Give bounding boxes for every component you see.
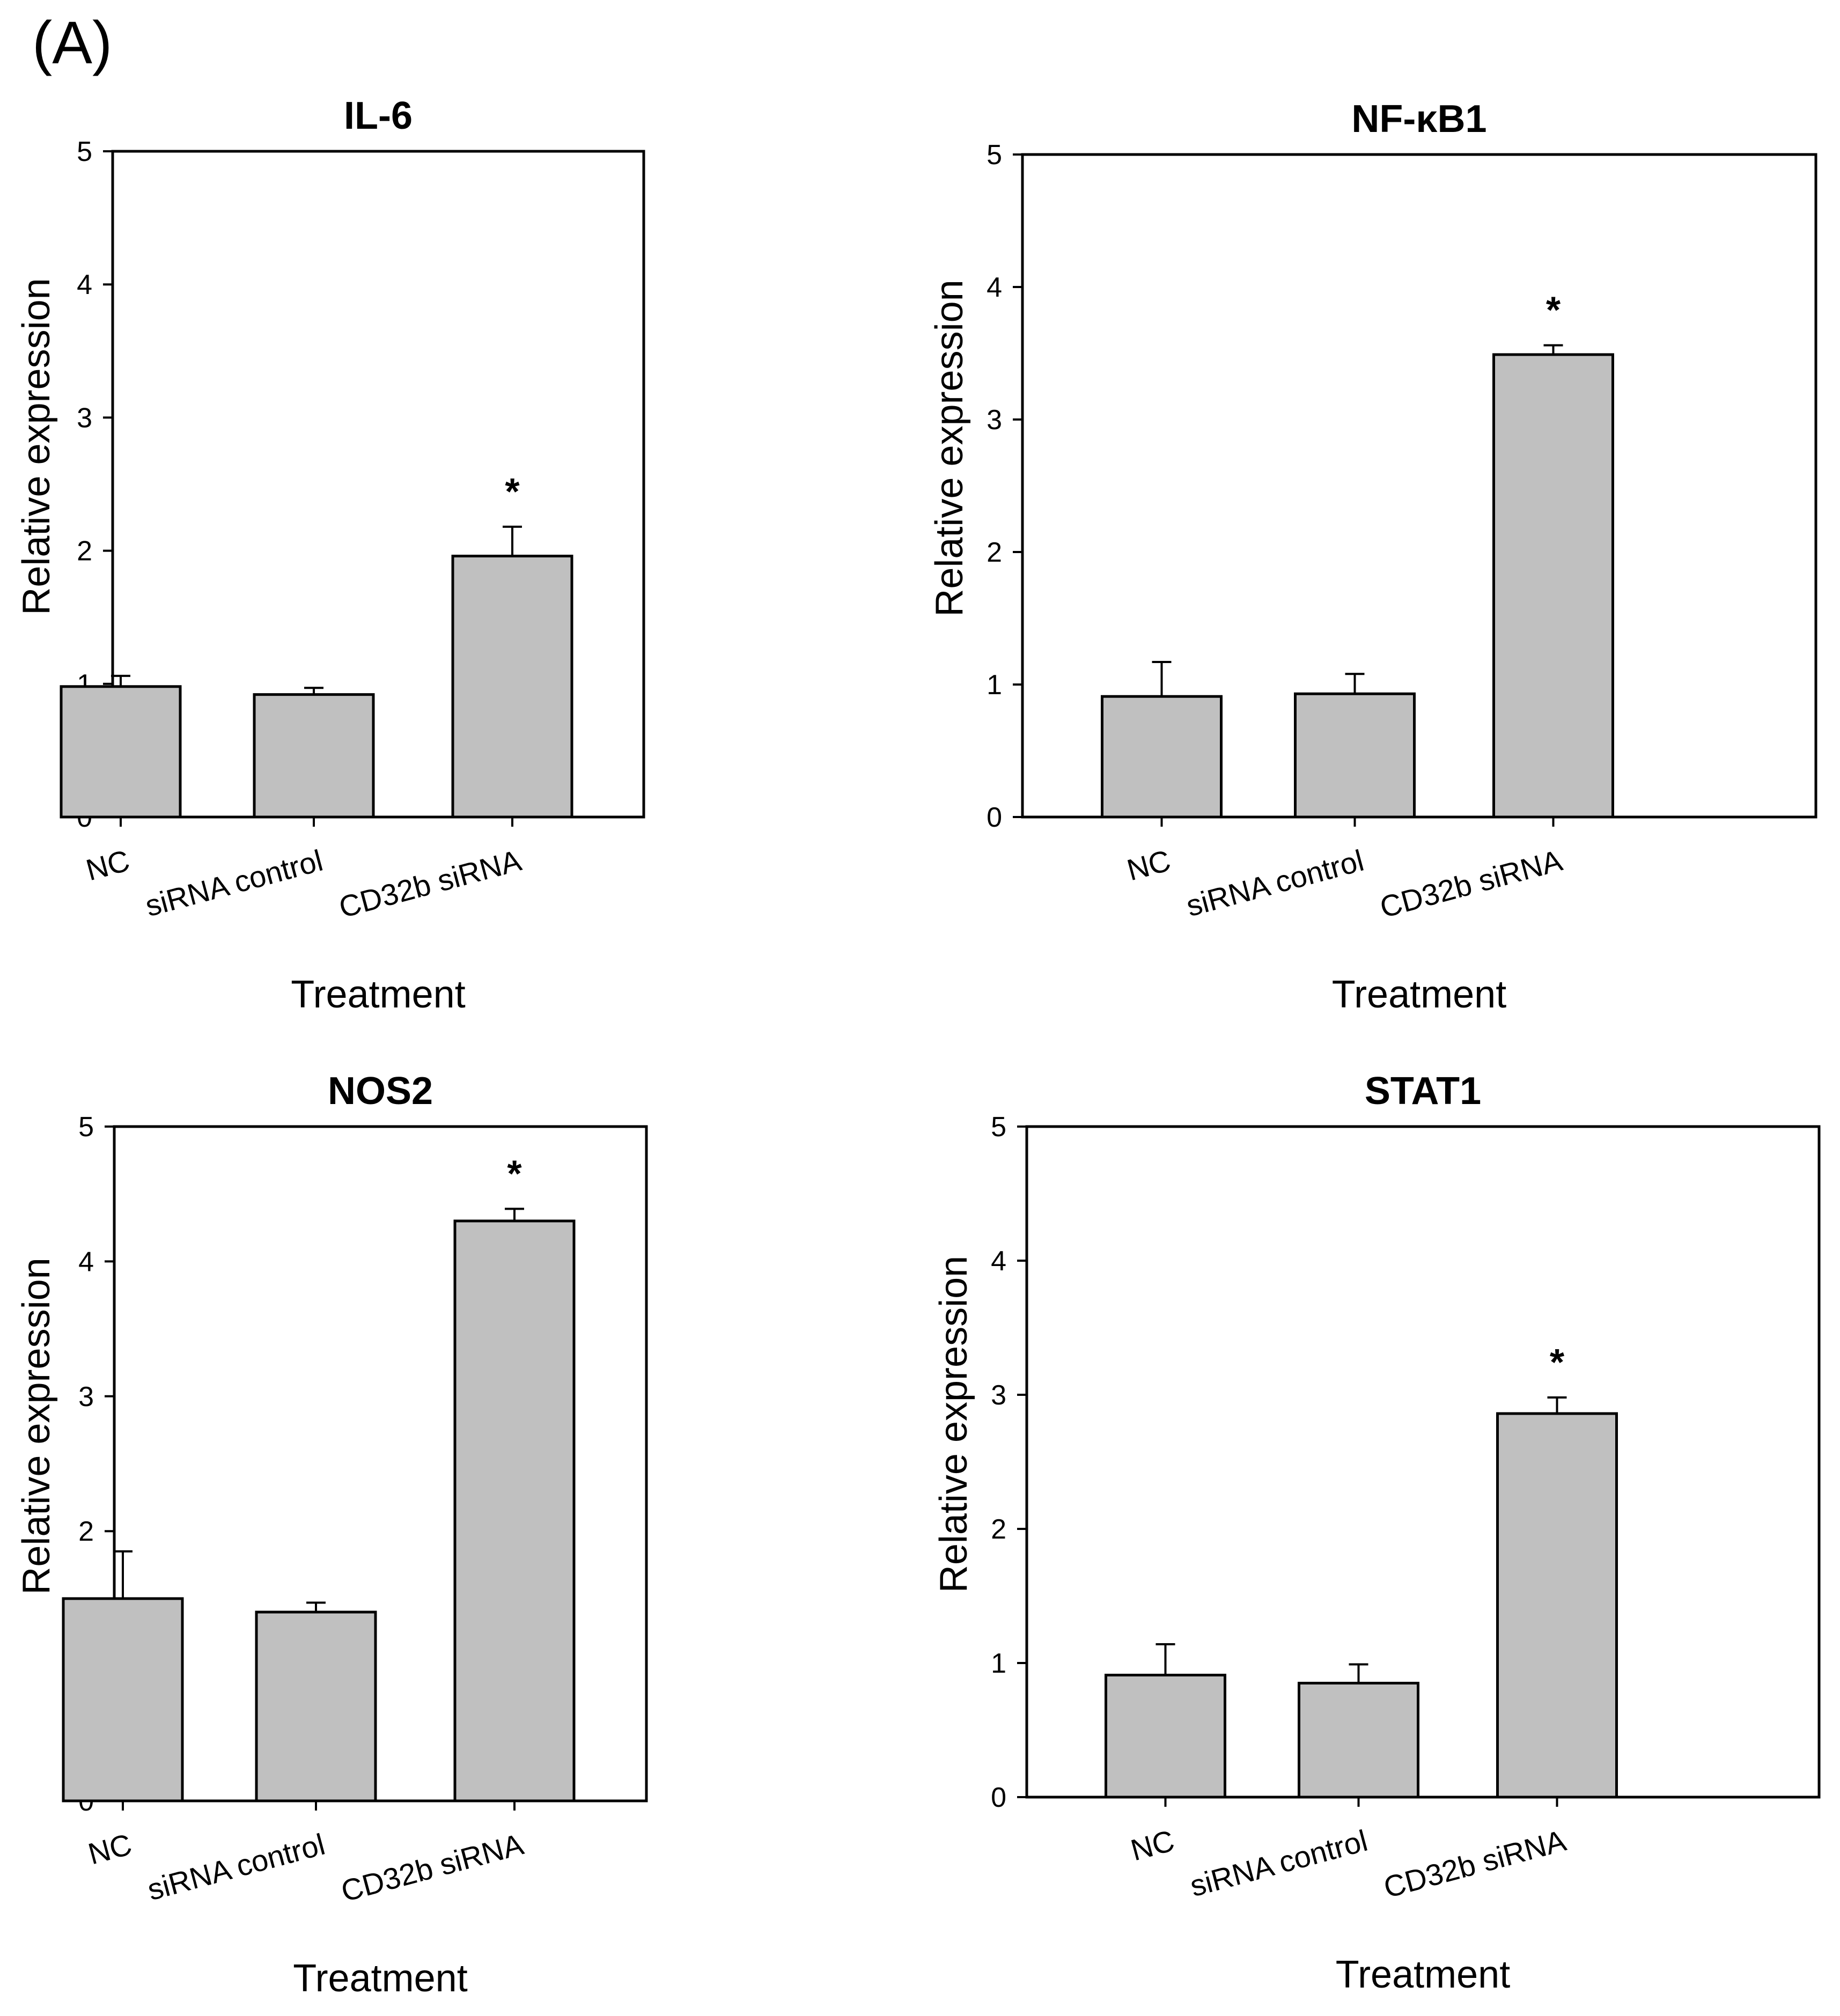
y-axis-title: Relative expression [15, 278, 58, 615]
bar-3 [1492, 353, 1614, 819]
chart-panel-4: STAT1 0 1 2 3 4 5 Relative expression NC siRNA co… [932, 1070, 1821, 1996]
category-label: CD32b siRNA [1380, 1823, 1570, 1904]
x-axis-title: Treatment [293, 1957, 467, 2000]
y-axis-title: Relative expression [932, 1256, 975, 1593]
panel-label: (A) [32, 9, 112, 76]
chart-title: IL-6 [344, 94, 413, 137]
bar-1 [1101, 695, 1223, 819]
category-label: CD32b siRNA [1377, 843, 1566, 924]
category-label: siRNA control [1183, 843, 1367, 923]
y-tick-label: 2 [987, 537, 1002, 568]
bar-3 [1496, 1412, 1618, 1799]
y-tick-label: 5 [987, 139, 1002, 171]
y-tick-label: 2 [78, 1516, 94, 1547]
bar-3 [453, 1219, 576, 1802]
y-tick-label: 1 [991, 1648, 1006, 1679]
y-tick-label: 4 [991, 1246, 1006, 1277]
bar-2 [253, 693, 375, 819]
bar-2 [255, 1610, 377, 1802]
category-label: siRNA control [142, 843, 326, 923]
category-label: NC [1127, 1823, 1177, 1867]
y-tick-label: 4 [78, 1246, 94, 1277]
bar-1 [60, 685, 182, 819]
bar-1 [1105, 1674, 1226, 1799]
category-label: NC [83, 843, 133, 887]
significance-star: * [507, 1152, 522, 1194]
category-label: siRNA control [144, 1827, 328, 1907]
category-label: CD32b siRNA [337, 1827, 527, 1908]
x-axis-title: Treatment [1332, 973, 1506, 1016]
chart-title: NOS2 [328, 1070, 433, 1113]
plot-frame [1025, 1125, 1821, 1799]
y-tick-label: 5 [77, 136, 92, 167]
y-tick-label: 0 [991, 1782, 1006, 1813]
y-tick-label: 2 [991, 1514, 1006, 1545]
y-tick-label: 2 [77, 536, 92, 567]
y-tick-label: 5 [991, 1112, 1006, 1143]
category-label: siRNA control [1187, 1823, 1371, 1903]
y-tick-label: 5 [78, 1112, 94, 1143]
plot-frame [1021, 153, 1817, 819]
y-tick-label: 4 [77, 269, 92, 300]
y-tick-label: 4 [987, 272, 1002, 303]
plot-frame [113, 1125, 648, 1802]
significance-star: * [1546, 289, 1561, 331]
y-tick-label: 3 [77, 402, 92, 433]
chart-panel-2: NF-κB1 0 1 2 3 4 5 Relative expression NC siRNA c… [928, 98, 1817, 1016]
y-tick-label: 3 [78, 1381, 94, 1412]
y-tick-label: 3 [991, 1380, 1006, 1411]
y-tick-label: 1 [987, 669, 1002, 701]
y-axis-title: Relative expression [928, 279, 971, 616]
bar-2 [1298, 1682, 1419, 1799]
bar-3 [451, 555, 573, 819]
category-label: CD32b siRNA [335, 843, 525, 924]
x-axis-title: Treatment [291, 973, 465, 1016]
category-label: NC [85, 1827, 135, 1871]
y-tick-label: 0 [987, 802, 1002, 833]
plot-frame [111, 150, 645, 819]
chart-title: STAT1 [1365, 1070, 1481, 1113]
bar-2 [1294, 692, 1416, 819]
bar-1 [62, 1597, 184, 1802]
chart-title: NF-κB1 [1351, 98, 1486, 141]
significance-star: * [1550, 1341, 1565, 1383]
significance-star: * [505, 470, 520, 512]
x-axis-title: Treatment [1336, 1953, 1510, 1996]
y-axis-title: Relative expression [15, 1257, 58, 1594]
category-label: NC [1123, 843, 1174, 887]
y-tick-label: 3 [987, 404, 1002, 436]
